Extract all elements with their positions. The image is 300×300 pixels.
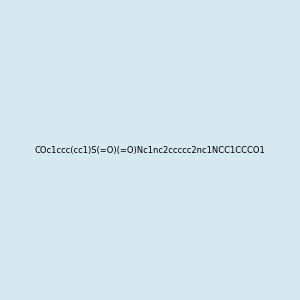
Text: COc1ccc(cc1)S(=O)(=O)Nc1nc2ccccc2nc1NCC1CCCO1: COc1ccc(cc1)S(=O)(=O)Nc1nc2ccccc2nc1NCC1…: [34, 146, 266, 154]
